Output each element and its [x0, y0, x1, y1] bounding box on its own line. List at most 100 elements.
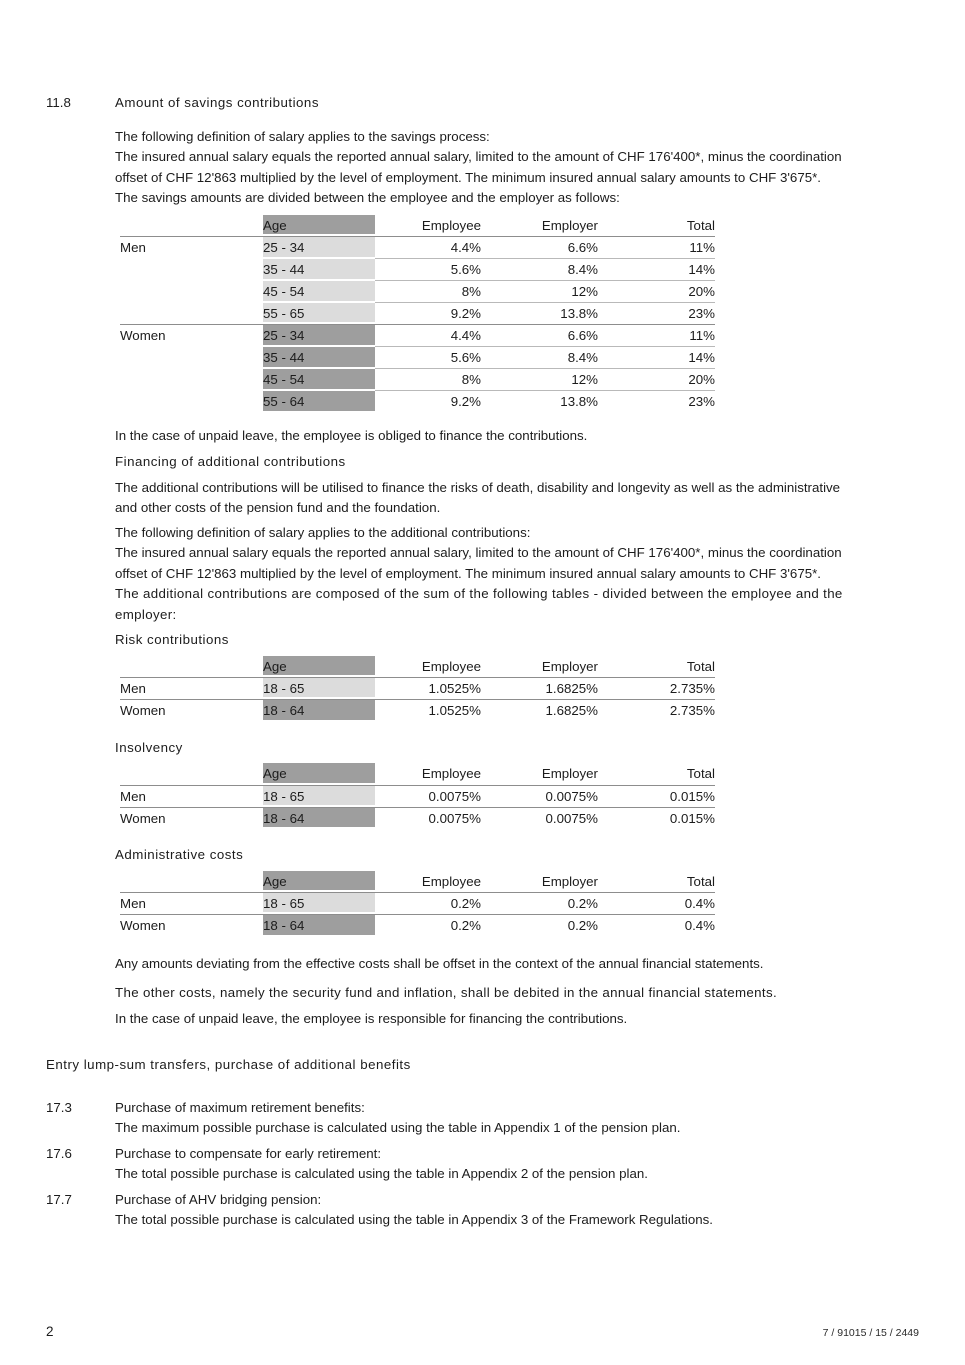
- column-header-age: Age: [263, 214, 375, 237]
- page-footer: 2 7 / 91015 / 15 / 2449: [46, 1324, 919, 1339]
- column-header-total: Total: [598, 763, 715, 786]
- value-cell: 11%: [598, 324, 715, 347]
- purchase-item: 17.7 Purchase of AHV bridging pension: T…: [46, 1190, 919, 1231]
- item-title: Purchase to compensate for early retirem…: [115, 1145, 382, 1161]
- item-title: Purchase of AHV bridging pension:: [115, 1191, 322, 1207]
- group-label-cell: Women: [120, 810, 166, 826]
- section-heading: 11.8 Amount of savings contributions: [46, 93, 919, 114]
- column-header-employer: Employer: [481, 655, 598, 678]
- value-cell: 1.0525%: [375, 677, 481, 700]
- value-cell: 5.6%: [375, 258, 481, 281]
- savings-intro-paragraph: The following definition of salary appli…: [46, 127, 919, 209]
- column-header-total: Total: [598, 870, 715, 893]
- value-cell: 12%: [481, 368, 598, 391]
- group-label-cell: Men: [120, 892, 263, 915]
- paragraph-line: employer:: [115, 606, 177, 622]
- table-row: Women 18 - 64 1.0525% 1.6825% 2.735%: [120, 699, 715, 722]
- value-cell: 20%: [598, 368, 715, 391]
- item-body: The total possible purchase is calculate…: [115, 1166, 648, 1181]
- risk-contributions-table: Age Employee Employer Total Men 18 - 65 …: [120, 655, 715, 722]
- table-row: Women 18 - 64 0.0075% 0.0075% 0.015%: [120, 807, 715, 829]
- table-header-row: Age Employee Employer Total: [120, 655, 715, 678]
- section-number: 11.8: [46, 95, 71, 110]
- age-cell: 18 - 65: [263, 785, 375, 808]
- value-cell: 6.6%: [481, 324, 598, 347]
- table-row: 55 - 64 9.2% 13.8% 23%: [120, 390, 715, 413]
- value-cell: 11%: [598, 236, 715, 259]
- group-label-cell: Men: [120, 240, 146, 256]
- item-title: Purchase of maximum retirement benefits:: [115, 1099, 365, 1115]
- column-header-employer: Employer: [481, 870, 598, 893]
- column-header-age: Age: [263, 870, 375, 893]
- entry-transfers-heading: Entry lump-sum transfers, purchase of ad…: [46, 1057, 411, 1072]
- paragraph-line: The insured annual salary equals the rep…: [115, 545, 842, 560]
- item-number: 17.6: [46, 1145, 72, 1161]
- group-label-cell: Women: [120, 328, 166, 344]
- table-row: Men 25 - 34 4.4% 6.6% 11%: [120, 236, 715, 259]
- value-cell: 12%: [481, 280, 598, 303]
- paragraph-line: The additional contributions are compose…: [115, 586, 843, 601]
- column-header-age: Age: [263, 763, 375, 786]
- savings-contributions-table: Age Employee Employer Total Men 25 - 34 …: [120, 214, 715, 413]
- closing-line: The other costs, namely the security fun…: [115, 985, 777, 1000]
- column-header-employee: Employee: [375, 655, 481, 678]
- value-cell: 1.6825%: [545, 703, 599, 719]
- administrative-costs-table: Age Employee Employer Total Men 18 - 65 …: [120, 870, 715, 937]
- value-cell: 0.2%: [567, 918, 598, 934]
- empty-header-cell: [120, 214, 263, 237]
- value-cell: 23%: [688, 394, 715, 410]
- value-cell: 8%: [375, 368, 481, 391]
- group-label-cell: Women: [120, 918, 166, 934]
- age-cell: 45 - 54: [263, 368, 375, 391]
- table-row: Men 18 - 65 0.0075% 0.0075% 0.015%: [120, 785, 715, 808]
- age-cell: 55 - 64: [263, 390, 375, 413]
- age-cell: 18 - 64: [263, 699, 375, 722]
- column-header-employer: Employer: [481, 763, 598, 786]
- column-header-employer: Employer: [481, 214, 598, 237]
- value-cell: 8%: [375, 280, 481, 303]
- table-row: Women 18 - 64 0.2% 0.2% 0.4%: [120, 914, 715, 937]
- age-cell: 18 - 64: [263, 914, 375, 937]
- column-header-employee: Employee: [375, 763, 481, 786]
- value-cell: 9.2%: [375, 302, 481, 325]
- value-cell: 8.4%: [481, 346, 598, 369]
- age-cell: 55 - 65: [263, 302, 375, 325]
- table-row: Women 25 - 34 4.4% 6.6% 11%: [120, 324, 715, 347]
- age-cell: 18 - 64: [263, 807, 375, 829]
- financing-subheading: Financing of additional contributions: [115, 454, 346, 469]
- value-cell: 23%: [598, 302, 715, 325]
- financing-paragraph-1: The additional contributions will be uti…: [46, 478, 919, 519]
- age-cell: 45 - 54: [263, 280, 375, 303]
- column-header-age: Age: [263, 655, 375, 678]
- value-cell: 0.4%: [684, 918, 715, 934]
- paragraph-line: and other costs of the pension fund and …: [115, 500, 441, 515]
- value-cell: 13.8%: [481, 302, 598, 325]
- value-cell: 0.2%: [481, 892, 598, 915]
- table-row: 35 - 44 5.6% 8.4% 14%: [120, 258, 715, 281]
- table-header-row: Age Employee Employer Total: [120, 214, 715, 237]
- table-row: Men 18 - 65 0.2% 0.2% 0.4%: [120, 892, 715, 915]
- paragraph-line: offset of CHF 12'863 multiplied by the l…: [115, 565, 821, 581]
- value-cell: 0.4%: [598, 892, 715, 915]
- column-header-employee: Employee: [375, 870, 481, 893]
- item-number: 17.3: [46, 1099, 72, 1115]
- document-reference: 7 / 91015 / 15 / 2449: [822, 1327, 919, 1339]
- age-cell: 18 - 65: [263, 677, 375, 700]
- value-cell: 1.6825%: [481, 677, 598, 700]
- financing-paragraph-2: The following definition of salary appli…: [46, 523, 919, 626]
- age-cell: 25 - 34: [263, 324, 375, 347]
- unpaid-leave-note: In the case of unpaid leave, the employe…: [115, 427, 588, 443]
- value-cell: 0.2%: [375, 892, 481, 915]
- table-row: 45 - 54 8% 12% 20%: [120, 368, 715, 391]
- table-row: 55 - 65 9.2% 13.8% 23%: [120, 302, 715, 325]
- value-cell: 0.015%: [669, 810, 715, 826]
- value-cell: 2.735%: [669, 703, 715, 719]
- column-header-total: Total: [598, 214, 715, 237]
- value-cell: 0.0075%: [545, 810, 599, 826]
- item-number: 17.7: [46, 1191, 72, 1207]
- table-row: 45 - 54 8% 12% 20%: [120, 280, 715, 303]
- value-cell: 0.0075%: [375, 785, 481, 808]
- group-label-cell: Men: [120, 785, 263, 808]
- column-header-employee: Employee: [375, 214, 481, 237]
